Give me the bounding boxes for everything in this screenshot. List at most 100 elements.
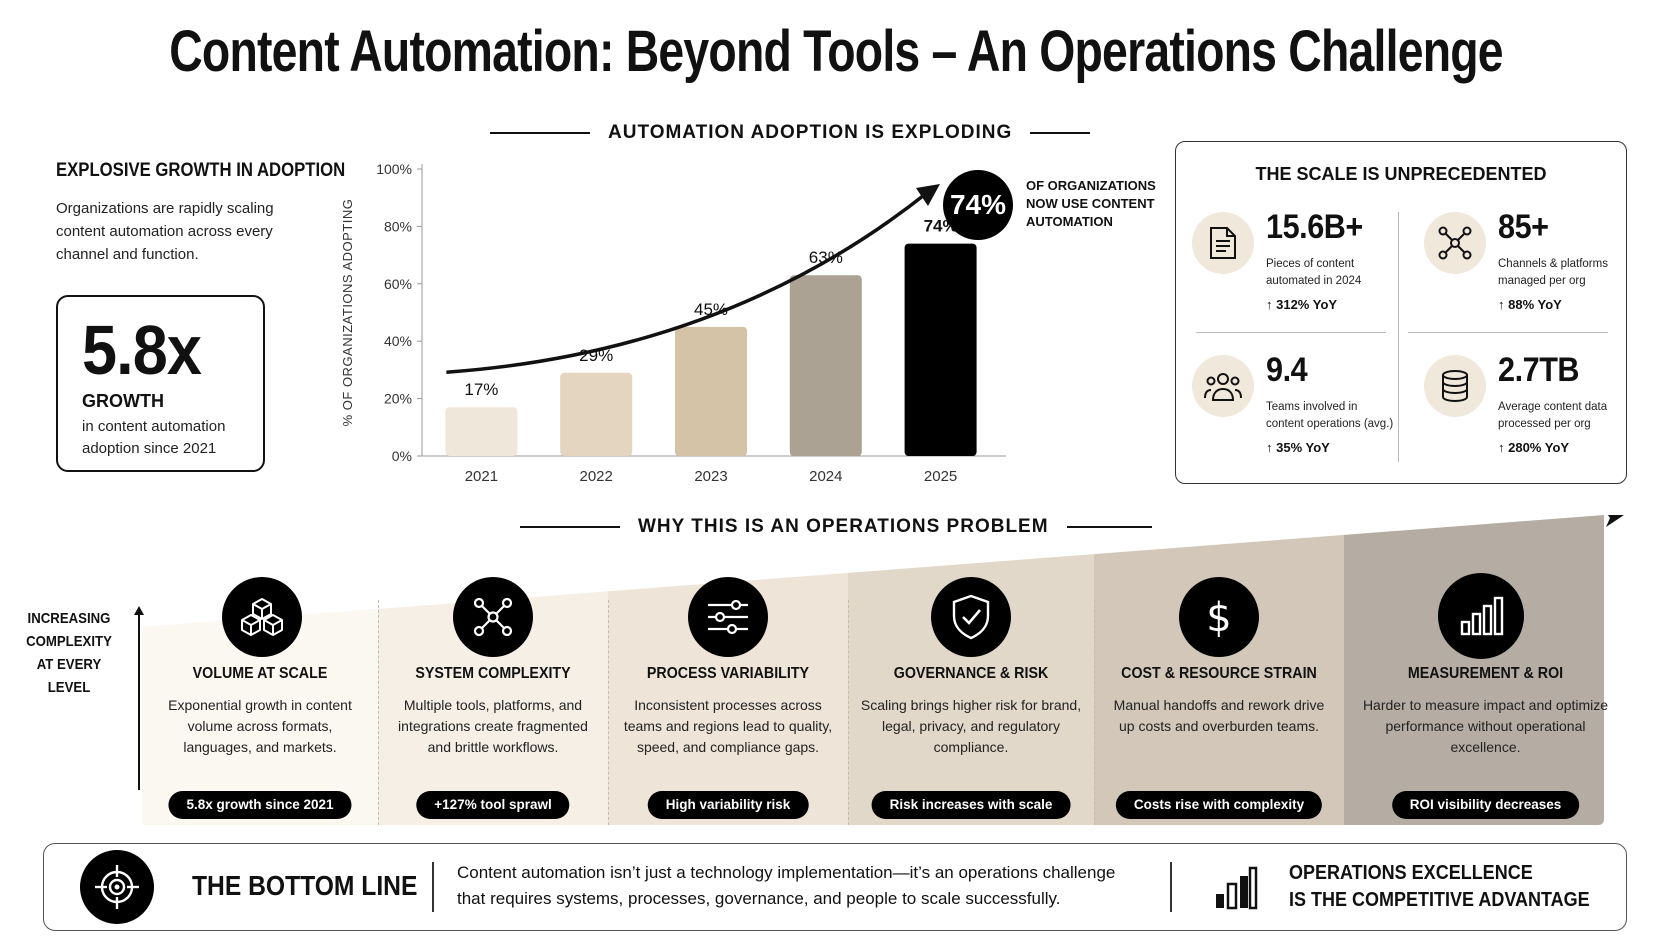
scale-panel-title: THE SCALE IS UNPRECEDENTED bbox=[1255, 164, 1547, 184]
operations-header-text: WHY THIS IS AN OPERATIONS PROBLEM bbox=[638, 516, 1049, 537]
scale-divider-left bbox=[1196, 332, 1386, 333]
column-title: SYSTEM COMPLEXITY bbox=[415, 665, 571, 682]
stat-yoy: ↑ 280% YoY bbox=[1498, 440, 1570, 455]
complexity-band bbox=[848, 554, 1094, 825]
column-divider bbox=[1094, 600, 1095, 825]
conclusion-line-1: OPERATIONS EXCELLENCE bbox=[1289, 862, 1533, 884]
y-axis-label: % OF ORGANIZATIONS ADOPTING bbox=[340, 199, 355, 427]
bottom-line-text: Content automation isn’t just a technolo… bbox=[457, 863, 1116, 908]
column-divider bbox=[378, 600, 379, 825]
bottom-divider bbox=[1170, 862, 1172, 912]
y-tick-label: 40% bbox=[384, 333, 412, 349]
column-process-variability: PROCESS VARIABILITY Inconsistent process… bbox=[608, 515, 848, 825]
complexity-arrow-icon bbox=[1606, 515, 1624, 527]
left-panel-description: Organizations are rapidly scaling conten… bbox=[56, 200, 274, 263]
bar-chart-icon bbox=[1438, 573, 1524, 659]
stat-value: 85+ bbox=[1498, 208, 1549, 246]
svg-text:$: $ bbox=[1206, 595, 1231, 640]
y-tick-label: 0% bbox=[392, 448, 412, 464]
document-icon bbox=[1192, 212, 1254, 274]
column-pill-badge: Costs rise with complexity bbox=[1115, 791, 1323, 819]
complexity-band bbox=[1094, 534, 1344, 825]
trend-arrow-line bbox=[446, 190, 930, 374]
complexity-band bbox=[608, 572, 848, 825]
column-measurement-roi: MEASUREMENT & ROI Harder to measure impa… bbox=[1344, 515, 1627, 825]
column-pill-badge: 5.8x growth since 2021 bbox=[168, 791, 352, 819]
sliders-icon bbox=[688, 577, 768, 657]
y-tick-label: 100% bbox=[376, 161, 412, 177]
complexity-label: INCREASING COMPLEXITY AT EVERY LEVEL bbox=[26, 610, 112, 696]
complexity-up-arrow-icon bbox=[134, 606, 144, 790]
column-system-complexity: SYSTEM COMPLEXITY Multiple tools, platfo… bbox=[378, 515, 608, 825]
target-icon bbox=[80, 850, 154, 924]
bar-2025 bbox=[904, 243, 977, 456]
adoption-bar-chart: % OF ORGANIZATIONS ADOPTING 0% 20% 40% 60% 80… bbox=[340, 161, 1006, 485]
x-tick-label: 2023 bbox=[694, 468, 727, 485]
bottom-line-conclusion: OPERATIONS EXCELLENCE IS THE COMPETITIVE… bbox=[1289, 860, 1590, 914]
stat-teams: 9.4 Teams involved in content operations… bbox=[1192, 351, 1393, 465]
stat-value: 15.6B+ bbox=[1266, 208, 1363, 246]
stat-channels: 85+ Channels & platforms managed per org… bbox=[1424, 208, 1624, 322]
stat-data: 2.7TB Average content data processed per… bbox=[1424, 351, 1624, 465]
x-tick-label: 2021 bbox=[465, 468, 498, 485]
stat-description: Channels & platforms managed per org bbox=[1498, 258, 1608, 287]
header-line-left bbox=[520, 526, 620, 528]
y-tick-label: 80% bbox=[384, 218, 412, 234]
column-volume-at-scale: VOLUME AT SCALE Exponential growth in co… bbox=[142, 515, 378, 825]
stat-yoy: ↑ 35% YoY bbox=[1266, 440, 1330, 455]
complexity-band bbox=[378, 591, 608, 825]
bottom-line-banner: THE BOTTOM LINE Content automation isn’t… bbox=[43, 843, 1627, 931]
column-pill-badge: +127% tool sprawl bbox=[416, 791, 570, 819]
operations-columns: VOLUME AT SCALE Exponential growth in co… bbox=[142, 515, 1627, 825]
column-pill-badge: High variability risk bbox=[647, 791, 809, 819]
column-pill-badge: ROI visibility decreases bbox=[1391, 791, 1580, 819]
column-governance-risk: GOVERNANCE & RISK Scaling brings higher … bbox=[848, 515, 1094, 825]
column-title: PROCESS VARIABILITY bbox=[646, 665, 810, 682]
stat-description: Average content data processed per org bbox=[1498, 401, 1608, 430]
y-tick-label: 20% bbox=[384, 391, 412, 407]
column-title: MEASUREMENT & ROI bbox=[1407, 665, 1564, 682]
page-title: Content Automation: Beyond Tools – An Op… bbox=[169, 19, 1503, 84]
adoption-section-header: AUTOMATION ADOPTION IS EXPLODING bbox=[490, 122, 1091, 144]
complexity-band bbox=[1344, 515, 1604, 825]
column-divider bbox=[608, 600, 609, 825]
shield-check-icon bbox=[931, 577, 1011, 657]
column-title: GOVERNANCE & RISK bbox=[893, 665, 1049, 682]
stat-value: 2.7TB bbox=[1498, 351, 1580, 389]
column-cost-resource: $ COST & RESOURCE STRAIN Manual handoffs… bbox=[1094, 515, 1344, 825]
bottom-divider bbox=[432, 862, 434, 912]
column-divider bbox=[848, 600, 849, 825]
stat-description: Pieces of content automated in 2024 bbox=[1266, 258, 1362, 287]
trend-arrow-head-icon bbox=[916, 184, 940, 206]
team-icon bbox=[1192, 355, 1254, 417]
x-tick-label: 2022 bbox=[580, 468, 613, 485]
stat-yoy: ↑ 88% YoY bbox=[1498, 297, 1562, 312]
growth-box: 5.8x GROWTH in content automation adopti… bbox=[56, 295, 265, 472]
y-tick-label: 60% bbox=[384, 276, 412, 292]
stat-yoy: ↑ 312% YoY bbox=[1266, 297, 1338, 312]
data-label: 63% bbox=[809, 248, 843, 267]
data-label: 17% bbox=[464, 380, 498, 399]
database-icon bbox=[1424, 355, 1486, 417]
growth-subtext: in content automation adoption since 202… bbox=[82, 418, 226, 457]
column-description: Multiple tools, platforms, and integrati… bbox=[398, 697, 588, 755]
network-icon bbox=[453, 577, 533, 657]
header-line-right bbox=[1030, 132, 1091, 134]
scale-divider-vertical bbox=[1398, 212, 1399, 462]
column-description: Inconsistent processes across teams and … bbox=[623, 697, 833, 755]
column-title: COST & RESOURCE STRAIN bbox=[1121, 665, 1317, 682]
operations-section-header: WHY THIS IS AN OPERATIONS PROBLEM bbox=[520, 516, 1152, 538]
column-description: Scaling brings higher risk for brand, le… bbox=[860, 697, 1082, 755]
callout-value-circle: 74% bbox=[943, 170, 1013, 240]
conclusion-line-2: IS THE COMPETITIVE ADVANTAGE bbox=[1289, 889, 1590, 911]
bar-2021 bbox=[445, 407, 518, 456]
growth-label: GROWTH bbox=[82, 391, 164, 411]
stat-description: Teams involved in content operations (av… bbox=[1266, 401, 1394, 430]
column-pill-badge: Risk increases with scale bbox=[871, 791, 1071, 819]
complexity-band bbox=[142, 608, 378, 825]
scale-panel: THE SCALE IS UNPRECEDENTED 15.6B+ Pieces… bbox=[1175, 141, 1627, 484]
column-description: Manual handoffs and rework drive up cost… bbox=[1113, 697, 1325, 734]
x-tick-label: 2024 bbox=[809, 468, 842, 485]
bottom-line-title: THE BOTTOM LINE bbox=[192, 870, 418, 901]
cubes-icon bbox=[222, 577, 302, 657]
